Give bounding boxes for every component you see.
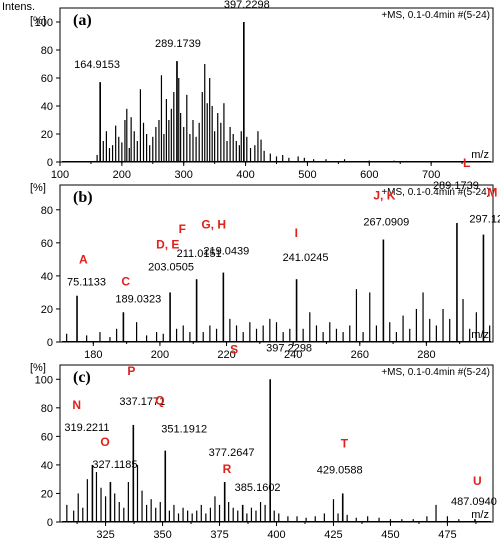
y-tick-label: 40 [41, 101, 53, 113]
y-tick-label: 40 [41, 460, 53, 472]
y-percent-label: [%] [30, 15, 46, 27]
peak-letter-tag: R [223, 462, 232, 476]
x-tick-label: 280 [417, 349, 435, 361]
y-tick-label: 80 [41, 45, 53, 57]
peak-letter-tag: S [230, 342, 238, 356]
y-unit-label: Intens. [2, 1, 35, 13]
spectrum-panel-2: 0 20 40 60 80 180 200 220 240 260 280 [%] m/z +MS, 0.… [30, 156, 500, 361]
x-tick-label: 100 [51, 169, 69, 181]
y-tick-label: 80 [41, 403, 53, 415]
x-tick-label: 400 [267, 529, 285, 541]
y-tick-label: 0 [47, 337, 53, 349]
peak-mz-label: 75.1133 [67, 277, 106, 289]
x-tick-label: 200 [113, 169, 131, 181]
x-tick-label: 240 [284, 349, 302, 361]
peak-mz-label: 164.9153 [74, 59, 120, 71]
x-tick-label: 400 [236, 169, 254, 181]
peak-letter-tag: O [100, 435, 109, 449]
scan-header: +MS, 0.1-0.4min #(5-24) [381, 10, 490, 21]
peak-mz-label: 327.1185 [92, 459, 137, 471]
y-percent-label: [%] [30, 362, 46, 374]
y-percent-label: [%] [30, 182, 46, 194]
scan-header: +MS, 0.1-0.4min #(5-24) [381, 367, 490, 378]
x-axis-label: m/z [471, 509, 489, 521]
x-tick-label: 350 [153, 529, 171, 541]
y-tick-label: 40 [41, 271, 53, 283]
y-tick-label: 0 [47, 157, 53, 169]
x-tick-label: 500 [298, 169, 316, 181]
x-tick-label: 425 [324, 529, 342, 541]
y-tick-label: 20 [41, 488, 53, 500]
plot-frame [59, 184, 494, 343]
y-tick-label: 60 [41, 73, 53, 85]
x-tick-label: 300 [175, 169, 193, 181]
spectrum-panel-1: 0 20 40 60 80 100 100 200 300 400 500 600 700 Intens.… [2, 0, 494, 181]
peak-mz-label: 319.2211 [64, 422, 109, 434]
y-tick-label: 20 [41, 129, 53, 141]
peak-mz-label: 351.1912 [161, 424, 207, 436]
y-tick-label: 60 [41, 238, 53, 250]
x-tick-label: 375 [210, 529, 228, 541]
x-tick-label: 325 [96, 529, 114, 541]
peak-letter-tag: D, E [156, 237, 179, 251]
y-tick-label: 0 [47, 517, 53, 529]
peak-mz-label: 397.2298 [224, 0, 270, 11]
plot-frame [59, 364, 494, 523]
peak-mz-label: 297.1285 [469, 214, 500, 226]
y-tick-label: 100 [35, 374, 53, 386]
panel-label: (b) [73, 189, 93, 206]
y-tick-label: 20 [41, 304, 53, 316]
peak-letter-tag: G, H [201, 218, 226, 232]
y-tick-label: 100 [35, 17, 53, 29]
peak-mz-label: 337.1771 [119, 396, 165, 408]
x-tick-label: 475 [438, 529, 456, 541]
panel-label: (c) [73, 369, 91, 386]
x-tick-label: 180 [84, 349, 102, 361]
peak-mz-label: 289.1739 [155, 38, 201, 50]
peak-mz-label: 267.0909 [363, 217, 409, 229]
peak-mz-label: 385.1602 [235, 482, 281, 494]
peak-mz-label: 211.0151 [177, 248, 222, 260]
x-tick-label: 700 [422, 169, 440, 181]
x-axis-label: m/z [471, 149, 489, 161]
panel-label: (a) [73, 12, 92, 29]
x-tick-label: 600 [360, 169, 378, 181]
peak-letter-tag: U [473, 474, 482, 488]
scan-header: +MS, 0.1-0.4min #(5-24) [381, 187, 490, 198]
y-tick-label: 80 [41, 205, 53, 217]
spectrum-panel-3: 0 20 40 60 80 100 325 350 375 400 425 450 475 [%] m/z +… [30, 342, 497, 541]
peak-letter-tag: J, K [373, 189, 395, 203]
peak-mz-label: 397.2298 [266, 342, 312, 354]
peak-letter-tag: N [72, 398, 81, 412]
peak-mz-label: 189.0323 [115, 293, 161, 305]
x-tick-label: 220 [217, 349, 235, 361]
y-tick-label: 60 [41, 431, 53, 443]
peak-mz-label: 241.0245 [283, 252, 329, 264]
x-axis-label: m/z [471, 329, 489, 341]
x-tick-label: 450 [381, 529, 399, 541]
x-tick-label: 200 [151, 349, 169, 361]
peak-letter-tag: C [121, 274, 130, 288]
peak-letter-tag: Q [155, 394, 164, 408]
peak-letter-tag: A [79, 253, 88, 267]
peak-mz-label: 487.0940 [451, 496, 497, 508]
peak-mz-label: 429.0588 [317, 464, 363, 476]
peak-letter-tag: T [341, 436, 349, 450]
peak-mz-label: 289.1739 [433, 180, 479, 192]
peak-letter-tag: L [463, 156, 470, 170]
peak-mz-label: 203.0505 [148, 261, 194, 273]
x-tick-label: 260 [351, 349, 369, 361]
peak-mz-label: 219.0439 [203, 246, 249, 258]
peak-letter-tag: P [127, 364, 135, 378]
peak-mz-label: 377.2647 [209, 447, 255, 459]
peak-letter-tag: I [295, 226, 298, 240]
peak-letter-tag: M [487, 186, 497, 200]
peak-letter-tag: F [179, 222, 186, 236]
